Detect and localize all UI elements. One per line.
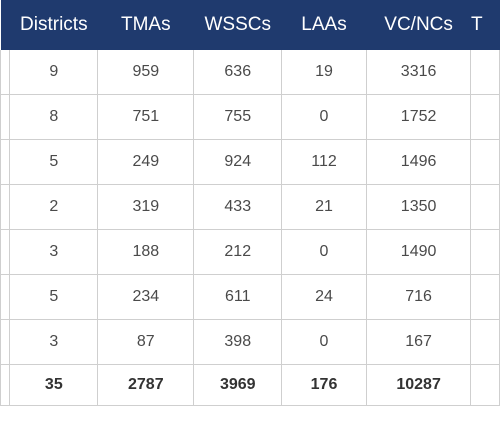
table-row: 5 249 924 112 1496 <box>0 139 500 185</box>
laas-cell: 112 <box>281 139 367 185</box>
wsscs-cell: 924 <box>193 139 283 185</box>
total-laas-cell: 176 <box>281 364 367 406</box>
laas-cell: 24 <box>281 274 367 320</box>
laas-cell: 0 <box>281 94 367 140</box>
table-row: 5 234 611 24 716 <box>0 274 500 320</box>
truncated-cell <box>470 229 500 275</box>
header-cell-edge <box>0 0 10 50</box>
total-districts-cell: 35 <box>9 364 99 406</box>
laas-cell: 21 <box>281 184 367 230</box>
total-tmas-cell: 2787 <box>97 364 195 406</box>
tmas-cell: 249 <box>97 139 195 185</box>
edge-cell <box>0 94 11 140</box>
vcncs-cell: 1496 <box>365 139 472 185</box>
edge-cell <box>0 50 11 95</box>
header-truncated: T <box>470 0 500 50</box>
tmas-cell: 959 <box>97 50 195 95</box>
wsscs-cell: 755 <box>193 94 283 140</box>
table-row: 2 319 433 21 1350 <box>0 184 500 230</box>
districts-cell: 3 <box>9 319 99 365</box>
header-wsscs: WSSCs <box>193 0 282 50</box>
table-header: Districts TMAs WSSCs LAAs VC/NCs T <box>0 0 500 50</box>
table-row: 3 188 212 0 1490 <box>0 229 500 275</box>
table-row: 8 751 755 0 1752 <box>0 94 500 140</box>
districts-cell: 2 <box>9 184 99 230</box>
header-vcncs: VC/NCs <box>366 0 471 50</box>
total-vcncs-cell: 10287 <box>365 364 472 406</box>
wsscs-cell: 636 <box>193 50 283 95</box>
districts-cell: 5 <box>9 139 99 185</box>
table-row: 9 959 636 19 3316 <box>0 50 500 95</box>
vcncs-cell: 1752 <box>365 94 472 140</box>
tmas-cell: 319 <box>97 184 195 230</box>
tmas-cell: 87 <box>97 319 195 365</box>
header-districts: Districts <box>9 0 98 50</box>
wsscs-cell: 212 <box>193 229 283 275</box>
total-wsscs-cell: 3969 <box>193 364 283 406</box>
tmas-cell: 751 <box>97 94 195 140</box>
districts-cell: 5 <box>9 274 99 320</box>
districts-cell: 9 <box>9 50 99 95</box>
edge-cell <box>0 319 11 365</box>
truncated-cell <box>470 50 500 95</box>
tmas-cell: 234 <box>97 274 195 320</box>
truncated-cell <box>470 274 500 320</box>
truncated-cell <box>470 139 500 185</box>
header-laas: LAAs <box>281 0 367 50</box>
districts-cell: 8 <box>9 94 99 140</box>
table-body: 9 959 636 19 3316 8 751 755 0 1752 5 249 <box>0 50 500 406</box>
truncated-cell <box>470 319 500 365</box>
vcncs-cell: 3316 <box>365 50 472 95</box>
laas-cell: 0 <box>281 229 367 275</box>
districts-cell: 3 <box>9 229 99 275</box>
truncated-cell <box>470 184 500 230</box>
header-tmas: TMAs <box>97 0 194 50</box>
vcncs-cell: 167 <box>365 319 472 365</box>
wsscs-cell: 433 <box>193 184 283 230</box>
edge-cell <box>0 274 11 320</box>
tmas-cell: 188 <box>97 229 195 275</box>
edge-cell <box>0 364 11 406</box>
table-row: 3 87 398 0 167 <box>0 319 500 365</box>
vcncs-cell: 1350 <box>365 184 472 230</box>
wsscs-cell: 611 <box>193 274 283 320</box>
edge-cell <box>0 139 11 185</box>
laas-cell: 19 <box>281 50 367 95</box>
laas-cell: 0 <box>281 319 367 365</box>
edge-cell <box>0 184 11 230</box>
statistics-table: Districts TMAs WSSCs LAAs VC/NCs T 9 959… <box>0 0 500 406</box>
vcncs-cell: 716 <box>365 274 472 320</box>
edge-cell <box>0 229 11 275</box>
truncated-cell <box>470 364 500 406</box>
total-row: 35 2787 3969 176 10287 <box>0 364 500 406</box>
header-row: Districts TMAs WSSCs LAAs VC/NCs T <box>0 0 500 50</box>
wsscs-cell: 398 <box>193 319 283 365</box>
vcncs-cell: 1490 <box>365 229 472 275</box>
truncated-cell <box>470 94 500 140</box>
